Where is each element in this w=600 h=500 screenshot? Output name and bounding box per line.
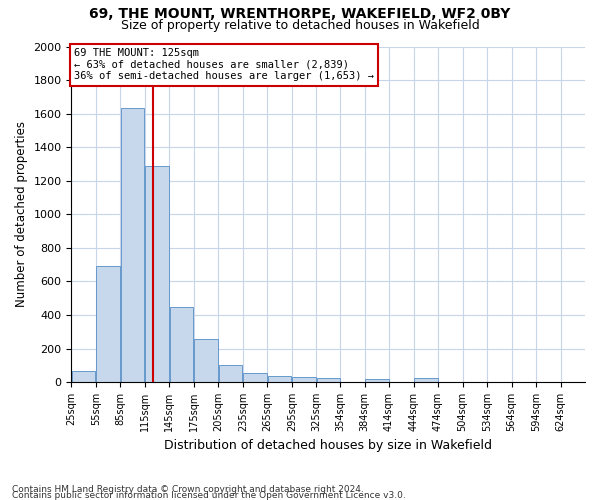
Bar bbox=[414, 378, 437, 382]
X-axis label: Distribution of detached houses by size in Wakefield: Distribution of detached houses by size … bbox=[164, 440, 492, 452]
Text: Contains HM Land Registry data © Crown copyright and database right 2024.: Contains HM Land Registry data © Crown c… bbox=[12, 485, 364, 494]
Bar bbox=[365, 378, 389, 382]
Text: Size of property relative to detached houses in Wakefield: Size of property relative to detached ho… bbox=[121, 19, 479, 32]
Bar bbox=[97, 266, 120, 382]
Bar bbox=[268, 376, 292, 382]
Y-axis label: Number of detached properties: Number of detached properties bbox=[15, 122, 28, 308]
Bar bbox=[121, 108, 145, 382]
Bar bbox=[219, 366, 242, 382]
Bar bbox=[243, 373, 267, 382]
Text: 69 THE MOUNT: 125sqm
← 63% of detached houses are smaller (2,839)
36% of semi-de: 69 THE MOUNT: 125sqm ← 63% of detached h… bbox=[74, 48, 374, 82]
Bar bbox=[145, 166, 169, 382]
Text: Contains public sector information licensed under the Open Government Licence v3: Contains public sector information licen… bbox=[12, 490, 406, 500]
Text: 69, THE MOUNT, WRENTHORPE, WAKEFIELD, WF2 0BY: 69, THE MOUNT, WRENTHORPE, WAKEFIELD, WF… bbox=[89, 8, 511, 22]
Bar bbox=[72, 371, 95, 382]
Bar bbox=[194, 340, 218, 382]
Bar bbox=[292, 377, 316, 382]
Bar bbox=[317, 378, 340, 382]
Bar bbox=[170, 308, 193, 382]
